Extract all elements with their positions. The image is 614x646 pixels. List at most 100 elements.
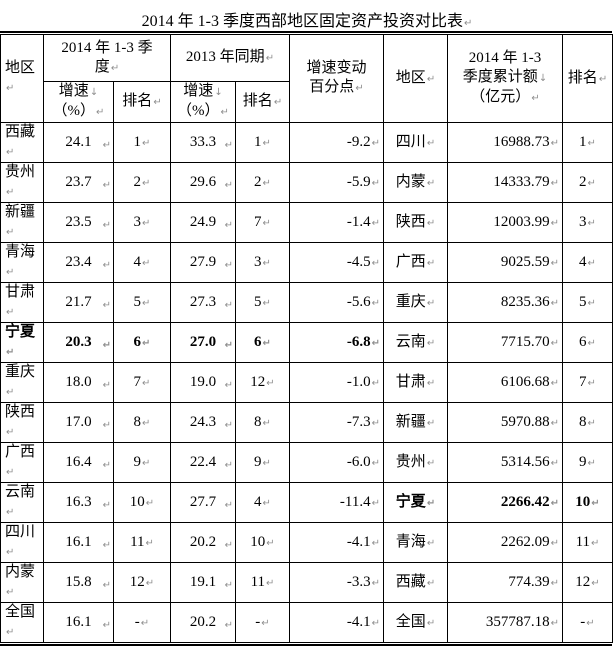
cell-value: 9 <box>133 453 142 470</box>
cell-rank-right: 8↵ <box>562 402 613 443</box>
paragraph-mark-icon: ↵ <box>142 297 151 309</box>
cell-growth-2014: 18.0 ↵ <box>43 362 114 403</box>
table-row: 内蒙↵ 15.8 ↵ 12↵ 19.1 ↵ 11↵ -3.3↵ 西藏↵ 774.39↵ 12↵ <box>0 562 613 603</box>
header-label: 度 <box>94 58 110 75</box>
cell-value: 19.1 <box>189 574 217 590</box>
paragraph-mark-icon: ↵ <box>224 180 233 191</box>
cell-value: 内蒙 <box>5 564 36 580</box>
cell-region-right: 青海↵ <box>383 522 448 563</box>
paragraph-mark-icon: ↵ <box>426 257 436 269</box>
paragraph-mark-icon: ↵ <box>142 257 151 269</box>
cell-growth-2014: 16.1 ↵ <box>43 522 114 563</box>
paragraph-mark-icon: ↵ <box>426 73 436 85</box>
cell-value: 12 <box>129 573 145 590</box>
header-label: 地区 <box>395 69 426 86</box>
cell-value: 33.3 <box>189 134 217 150</box>
paragraph-mark-icon: ↵ <box>426 537 436 549</box>
cell-growth-2014: 20.3 ↵ <box>43 322 114 363</box>
cell-value: 贵州 <box>395 453 426 470</box>
header-growth-2014: 增速↓ （%）↵ <box>43 81 114 123</box>
cell-value: -4.5 <box>346 253 371 270</box>
table-row: 云南↵ 16.3 ↵ 10↵ 27.7 ↵ 4↵ -11.4↵ 宁夏↵ 2266.42↵ 10↵ <box>0 482 613 523</box>
paragraph-mark-icon: ↵ <box>224 340 233 351</box>
paragraph-mark-icon: ↵ <box>102 220 111 231</box>
cell-growth-2013: 20.2 ↵ <box>170 602 236 643</box>
cell-rank-right: 3↵ <box>562 202 613 243</box>
cell-value: 29.6 <box>189 174 217 190</box>
paragraph-mark-icon: ↵ <box>140 617 150 629</box>
cell-rank-2014: 1↵ <box>113 122 171 163</box>
paragraph-mark-icon: ↵ <box>426 177 436 189</box>
cell-value: 8 <box>579 413 587 430</box>
cell-cumulative-amount: 12003.99↵ <box>447 202 563 243</box>
paragraph-mark-icon: ↵ <box>262 217 271 229</box>
paragraph-mark-icon: ↵ <box>587 137 596 149</box>
cell-value: 11 <box>130 533 145 550</box>
paragraph-mark-icon: ↵ <box>550 457 559 469</box>
cell-value: 8 <box>254 413 262 430</box>
paragraph-mark-icon: ↵ <box>426 577 436 589</box>
cell-value: -11.4 <box>339 493 371 510</box>
paragraph-mark-icon: ↵ <box>586 617 595 629</box>
cell-region-right: 全国↵ <box>383 602 448 643</box>
cell-growth-2014: 23.7 ↵ <box>43 162 114 203</box>
header-line: 增速变动 <box>306 60 367 76</box>
paragraph-mark-icon: ↵ <box>550 217 559 229</box>
cell-value: 3 <box>133 213 142 230</box>
table-border-frame: 地区↵ 2014 年 1-3 季 度↵ 2013 年同期↵ 增速变动 百分点↵ … <box>0 31 613 646</box>
paragraph-mark-icon: ↵ <box>426 297 436 309</box>
cell-value: 20.2 <box>189 534 217 550</box>
cell-rank-2013: 3↵ <box>235 242 290 283</box>
table-row: 贵州↵ 23.7 ↵ 2↵ 29.6 ↵ 2↵ -5.9↵ 内蒙↵ 14333.79↵ 2↵ <box>0 162 613 203</box>
cell-value: 27.9 <box>189 254 217 270</box>
paragraph-mark-icon: ↵ <box>426 617 436 629</box>
cell-cumulative-amount: 16988.73↵ <box>447 122 563 163</box>
paragraph-mark-icon: ↵ <box>6 467 15 478</box>
cell-cumulative-amount: 6106.68↵ <box>447 362 563 403</box>
cell-value: 16.4 <box>65 454 92 470</box>
investment-comparison-table: 地区↵ 2014 年 1-3 季 度↵ 2013 年同期↵ 增速变动 百分点↵ … <box>0 34 613 643</box>
line-break-mark-icon: ↓ <box>214 87 223 98</box>
cell-value: 12 <box>575 573 591 590</box>
cell-value: 四川 <box>5 524 36 540</box>
cell-value: 四川 <box>395 133 426 150</box>
cell-value: 9 <box>579 453 587 470</box>
header-rank-2014: 排名↵ <box>113 81 171 123</box>
header-label: （%） <box>52 103 96 119</box>
paragraph-mark-icon: ↵ <box>220 107 229 118</box>
paragraph-mark-icon: ↵ <box>224 220 233 231</box>
cell-growth-2014: 23.5 ↵ <box>43 202 114 243</box>
header-label: 增速 <box>58 83 89 99</box>
cell-value: -5.6 <box>346 293 371 310</box>
cell-growth-change: -1.0↵ <box>289 362 384 403</box>
paragraph-mark-icon: ↵ <box>102 300 111 311</box>
cell-value: 甘肃 <box>395 373 426 390</box>
cell-value: 4 <box>133 253 142 270</box>
cell-cumulative-amount: 9025.59↵ <box>447 242 563 283</box>
cell-rank-2014: 12↵ <box>113 562 171 603</box>
paragraph-mark-icon: ↵ <box>262 297 271 309</box>
cell-region-left: 西藏 ↵ <box>0 122 44 163</box>
header-line: （%）↵ <box>45 102 113 122</box>
cell-growth-2013: 24.3 ↵ <box>170 402 236 443</box>
paragraph-mark-icon: ↵ <box>142 177 151 189</box>
header-line: （亿元）↵ <box>449 88 562 108</box>
header-line: （%）↵ <box>172 102 235 122</box>
cell-cumulative-amount: 774.39↵ <box>447 562 563 603</box>
cell-value: 6 <box>133 333 142 350</box>
cell-value: 内蒙 <box>395 173 426 190</box>
cell-value: 5 <box>254 293 262 310</box>
paragraph-mark-icon: ↵ <box>6 147 15 158</box>
cell-value: 27.3 <box>189 294 217 310</box>
cell-growth-change: -9.2↵ <box>289 122 384 163</box>
paragraph-mark-icon: ↵ <box>262 137 271 149</box>
paragraph-mark-icon: ↵ <box>550 297 559 309</box>
line-break-mark-icon: ↓ <box>538 73 548 84</box>
paragraph-mark-icon: ↵ <box>587 177 596 189</box>
paragraph-mark-icon: ↵ <box>426 337 436 349</box>
table-row: 新疆↵ 23.5 ↵ 3↵ 24.9 ↵ 7↵ -1.4↵ 陕西↵ 12003.99↵ 3↵ <box>0 202 613 243</box>
cell-value: 1 <box>254 133 262 150</box>
cell-value: 16988.73 <box>493 133 550 150</box>
header-label: 百分点 <box>309 79 355 95</box>
paragraph-mark-icon: ↵ <box>224 300 233 311</box>
